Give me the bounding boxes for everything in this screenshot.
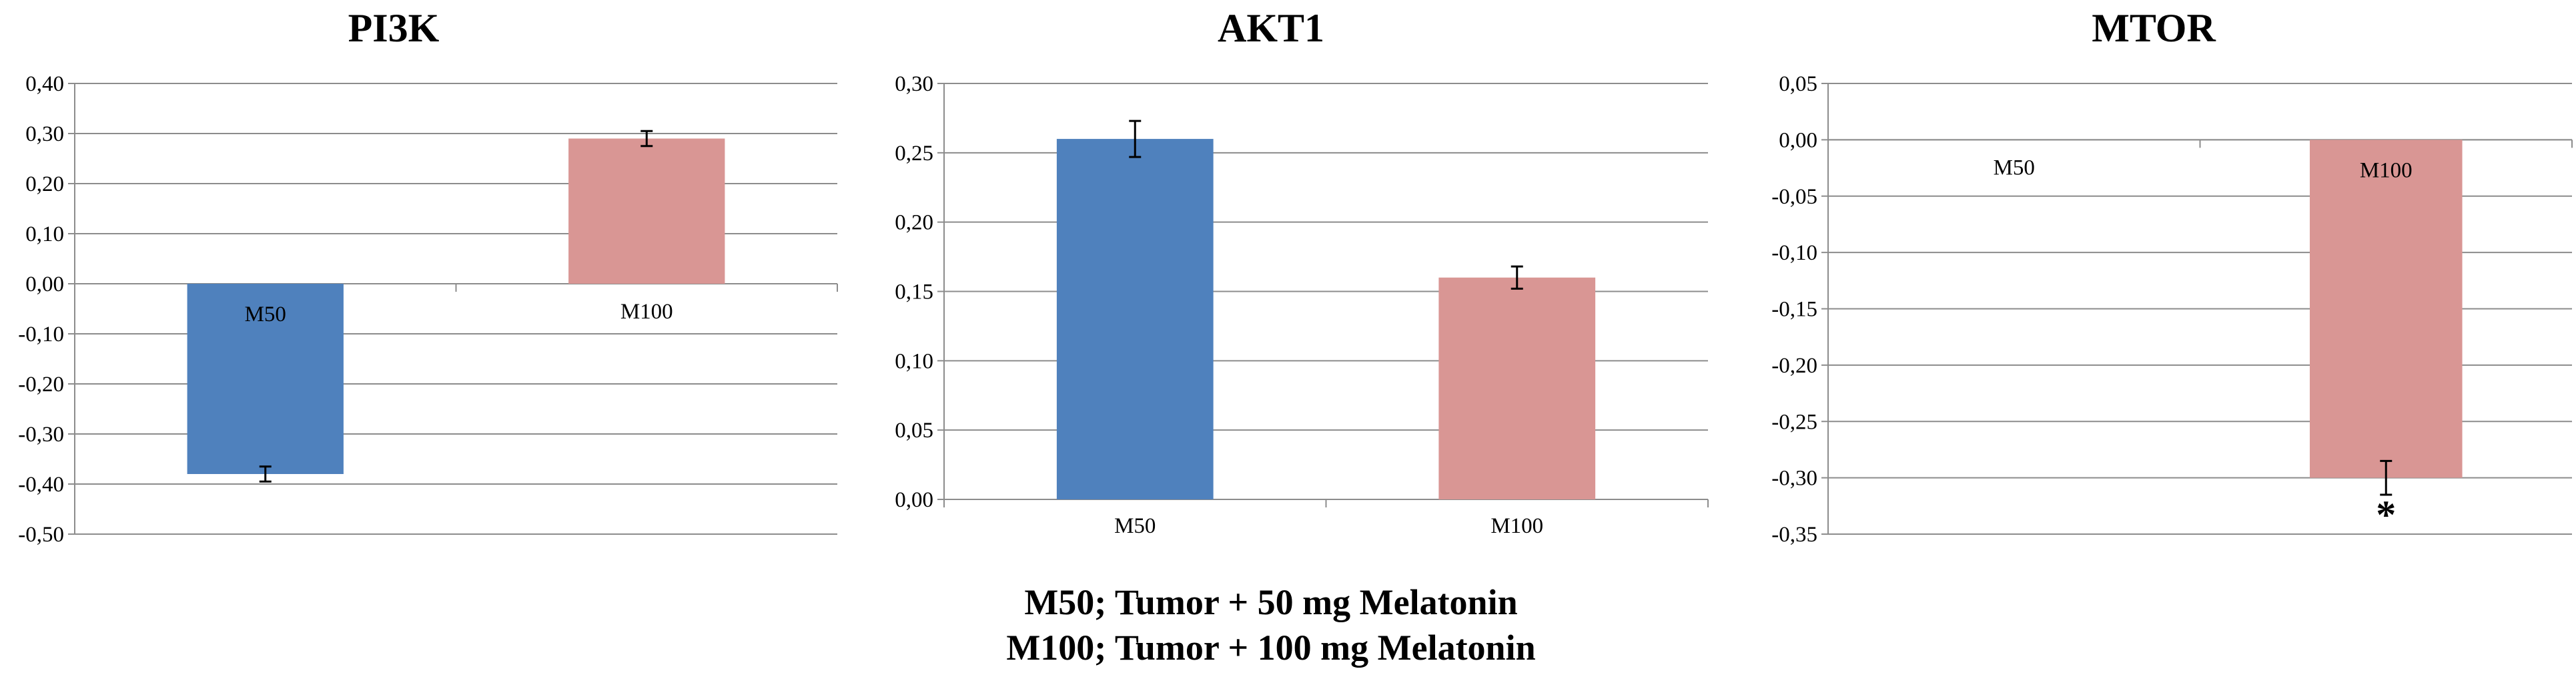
y-tick-label: -0,20 <box>1771 354 1817 378</box>
category-label: M50 <box>1994 156 2035 180</box>
mtor-chart: MTOR 0,05 0,00 -0,05 -0,10 -0,15 -0,20 -0,25 -0… <box>1771 6 2573 547</box>
y-tick-label: -0,15 <box>1771 298 1817 322</box>
y-tick-label: -0,35 <box>1771 523 1817 547</box>
y-tick-label: 0,00 <box>25 272 64 296</box>
y-tick-label: 0,05 <box>895 419 933 443</box>
y-tick-label: -0,30 <box>18 423 64 447</box>
y-tick-label: 0,20 <box>895 211 933 235</box>
chart-title: AKT1 <box>1218 6 1324 50</box>
y-tick-label: 0,40 <box>25 72 64 96</box>
y-tick-label: 0,15 <box>895 280 933 304</box>
pi3k-chart: PI3K 0,40 0,30 0,20 0,10 0,00 -0,10 -0,20 -0,30… <box>18 6 838 547</box>
chart-title: PI3K <box>348 6 440 50</box>
y-tick-label: -0,05 <box>1771 185 1817 209</box>
y-tick-label: 0,00 <box>1779 128 1817 152</box>
y-tick-label: 0,30 <box>25 122 64 146</box>
category-label: M50 <box>245 302 286 326</box>
y-tick-label: -0,50 <box>18 523 64 547</box>
y-tick-label: -0,25 <box>1771 410 1817 434</box>
chart-title: MTOR <box>2092 6 2216 50</box>
y-tick-label: 0,10 <box>25 222 64 246</box>
bar-m50 <box>1056 139 1214 500</box>
y-tick-label: 0,20 <box>25 172 64 196</box>
bar-m100 <box>1438 277 1596 499</box>
category-label: M100 <box>620 300 673 324</box>
y-tick-label: 0,30 <box>895 72 933 96</box>
y-tick-label: 0,00 <box>895 488 933 512</box>
y-tick-label: -0,40 <box>18 473 64 497</box>
category-label: M100 <box>1490 514 1543 538</box>
legend-note-line-2: M100; Tumor + 100 mg Melatonin <box>1006 628 1535 668</box>
category-label: M50 <box>1114 514 1156 538</box>
bar-m100 <box>2309 140 2463 478</box>
bar-m100 <box>568 138 725 284</box>
y-tick-label: 0,10 <box>895 349 933 373</box>
bar-m50 <box>187 284 344 474</box>
y-tick-label: 0,05 <box>1779 72 1817 96</box>
y-tick-label: -0,20 <box>18 373 64 397</box>
akt1-chart: AKT1 0,30 0,25 0,20 0,15 0,10 0,05 0,00 M50 M100 <box>895 6 1709 538</box>
y-tick-label: 0,25 <box>895 142 933 166</box>
y-tick-label: -0,10 <box>1771 241 1817 265</box>
category-label: M100 <box>2360 158 2413 182</box>
y-tick-label: -0,30 <box>1771 467 1817 491</box>
legend-note-line-1: M50; Tumor + 50 mg Melatonin <box>1024 582 1517 622</box>
significance-marker: * <box>2376 493 2396 537</box>
y-tick-label: -0,10 <box>18 322 64 347</box>
